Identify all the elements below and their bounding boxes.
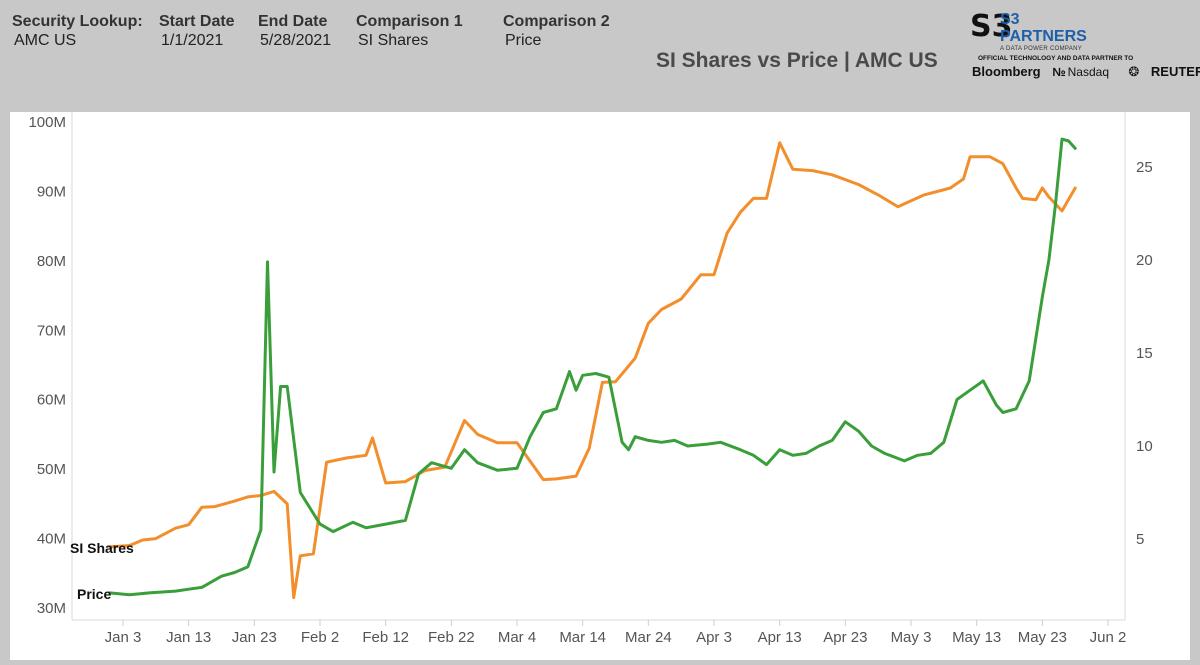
- y-right-tick-label: 10: [1136, 438, 1153, 455]
- y-right-tick-label: 5: [1136, 531, 1144, 548]
- x-tick-label: Apr 3: [696, 629, 732, 646]
- security-lookup-label: Security Lookup:: [12, 13, 143, 30]
- bloomberg-logo: Bloomberg: [972, 64, 1041, 79]
- chart-panel: 30M 40M 50M 60M 70M 80M 90M 100M 5 10 15 20 25 Jan 3 J…: [10, 112, 1190, 660]
- end-date-field[interactable]: End Date 5/28/2021: [258, 13, 331, 50]
- y-left-tick-label: 30M: [37, 600, 66, 617]
- start-date-field[interactable]: Start Date 1/1/2021: [159, 13, 235, 50]
- x-tick-label: Apr 23: [823, 629, 867, 646]
- x-tick-label: Mar 24: [625, 629, 672, 646]
- x-tick-label: Feb 12: [362, 629, 409, 646]
- x-tick-label: May 3: [891, 629, 932, 646]
- y-right-tick-label: 20: [1136, 252, 1153, 269]
- nasdaq-icon: №: [1052, 65, 1066, 79]
- x-tick-label: May 23: [1018, 629, 1067, 646]
- report-header: Security Lookup: AMC US Start Date 1/1/2…: [0, 0, 1200, 110]
- y-left-tick-label: 60M: [37, 392, 66, 409]
- comparison-2-field[interactable]: Comparison 2 Price: [503, 13, 610, 50]
- end-date-label: End Date: [258, 13, 328, 30]
- security-lookup-value[interactable]: AMC US: [14, 32, 77, 49]
- comparison-2-value[interactable]: Price: [505, 32, 542, 49]
- y-left-tick-label: 40M: [37, 531, 66, 548]
- chart-title: SI Shares vs Price | AMC US: [656, 49, 938, 72]
- x-tick-label: Feb 2: [301, 629, 339, 646]
- y-left-tick-label: 90M: [37, 183, 66, 200]
- x-tick-label: Mar 14: [559, 629, 606, 646]
- s3-logo-line1: S3: [1000, 11, 1020, 28]
- y-left-tick-label: 100M: [28, 114, 66, 131]
- y-left-tick-label: 50M: [37, 461, 66, 478]
- comparison-1-value[interactable]: SI Shares: [358, 32, 429, 49]
- series-line-price: [108, 137, 1077, 597]
- start-date-label: Start Date: [159, 13, 235, 30]
- x-tick-label: Jan 3: [105, 629, 142, 646]
- s3-logo-name: S3 PARTNERS: [1000, 11, 1087, 45]
- y-left-tick-label: 70M: [37, 322, 66, 339]
- partner-text: OFFICIAL TECHNOLOGY AND DATA PARTNER TO: [978, 55, 1134, 62]
- security-lookup-field[interactable]: Security Lookup: AMC US: [12, 13, 143, 50]
- series-label-si-shares: SI Shares: [70, 540, 134, 556]
- start-date-value[interactable]: 1/1/2021: [161, 32, 224, 49]
- x-tick-label: Jan 13: [166, 629, 211, 646]
- line-chart: 30M 40M 50M 60M 70M 80M 90M 100M 5 10 15 20 25 Jan 3 J…: [28, 112, 1153, 646]
- y-left-tick-label: 80M: [37, 253, 66, 270]
- s3-logo-tagline: A DATA POWER COMPANY: [1000, 46, 1083, 52]
- s3-partners-logo: S3 S3 PARTNERS A DATA POWER COMPANY OFFI…: [970, 8, 1200, 88]
- x-tick-label: Feb 22: [428, 629, 475, 646]
- comparison-1-label: Comparison 1: [356, 13, 463, 30]
- x-tick-label: May 13: [952, 629, 1001, 646]
- x-tick-label: Jun 2: [1090, 629, 1127, 646]
- comparison-1-field[interactable]: Comparison 1 SI Shares: [356, 13, 463, 50]
- end-date-value[interactable]: 5/28/2021: [260, 32, 332, 49]
- reuters-icon: ❂: [1128, 64, 1140, 79]
- s3-mark-icon: S3: [970, 9, 1013, 44]
- x-tick-label: Jan 23: [232, 629, 277, 646]
- x-tick-label: Mar 4: [498, 629, 536, 646]
- comparison-2-label: Comparison 2: [503, 13, 610, 30]
- s3-logo-line2: PARTNERS: [1000, 28, 1087, 45]
- series-line-si-shares: [108, 141, 1077, 600]
- y-right-tick-label: 15: [1136, 345, 1153, 362]
- series-label-price: Price: [77, 586, 111, 602]
- reuters-name: REUTERS: [1150, 64, 1200, 79]
- x-tick-label: Apr 13: [758, 629, 802, 646]
- reuters-logo: ❂ REUTERS: [1128, 64, 1200, 79]
- nasdaq-name: Nasdaq: [1067, 65, 1110, 79]
- nasdaq-logo: № Nasdaq: [1052, 65, 1120, 79]
- y-right-tick-label: 25: [1136, 159, 1153, 176]
